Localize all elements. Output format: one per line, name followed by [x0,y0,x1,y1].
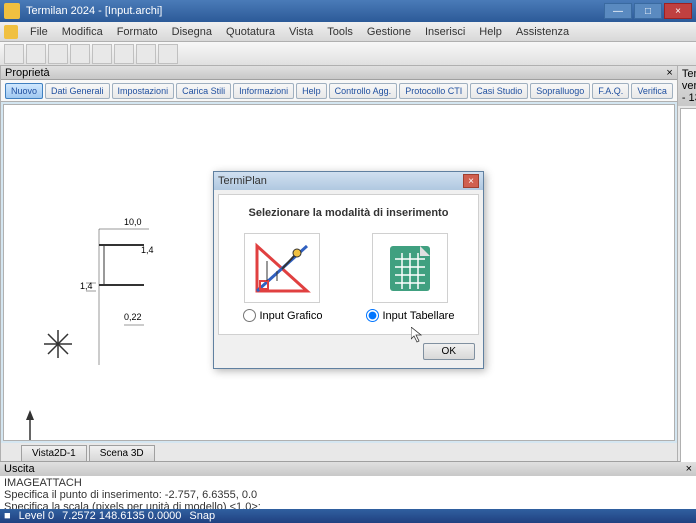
bottom-panel-title: Uscita × [0,462,696,476]
menubar: File Modifica Formato Disegna Quotatura … [0,22,696,42]
minimize-button[interactable]: — [604,3,632,19]
toolbar [0,42,696,66]
view-tabs: Vista2D-1 Scena 3D [1,443,677,461]
modal-options: Input Grafico [231,233,466,322]
modal-title-text: TermiPlan [218,175,463,187]
option-tabellare-image[interactable] [372,233,448,303]
toolbar-btn-1[interactable] [4,44,24,64]
ribbon-casi-studio[interactable]: Casi Studio [470,83,528,99]
option-tabellare: Input Tabellare [366,233,455,322]
radio-tabellare-label: Input Tabellare [383,310,455,322]
toolbar-btn-6[interactable] [114,44,134,64]
ribbon-sopralluogo[interactable]: Sopralluogo [530,83,590,99]
menubar-icon [4,25,18,39]
status-coords: 7.2572 148.6135 0.0000 [62,510,181,522]
modal-footer: OK [214,339,483,368]
toolbar-btn-2[interactable] [26,44,46,64]
ribbon-dati-generali[interactable]: Dati Generali [45,83,110,99]
toolbar-btn-3[interactable] [48,44,68,64]
menu-formato[interactable]: Formato [111,24,164,40]
menu-tools[interactable]: Tools [321,24,359,40]
titlebar: Termilan 2024 - [Input.archi] — □ × [0,0,696,22]
toolbar-btn-5[interactable] [92,44,112,64]
radio-tabellare[interactable]: Input Tabellare [366,309,455,322]
right-panel-title: TermiPlan ver. 2024 - 13.0.1 × [678,66,696,106]
output-line: IMAGEATTACH [4,477,692,489]
menu-disegna[interactable]: Disegna [166,24,218,40]
status-snap[interactable]: Snap [189,510,215,522]
dim-top: 10,0 [124,217,142,227]
menu-quotatura[interactable]: Quotatura [220,24,281,40]
right-panel-title-text: TermiPlan ver. 2024 - 13.0.1 [682,68,696,104]
ribbon-protocollo-cti[interactable]: Protocollo CTI [399,83,468,99]
toolbar-btn-7[interactable] [136,44,156,64]
output-line: Specifica la scala (pixels per unità di … [4,501,692,509]
close-button[interactable]: × [664,3,692,19]
ribbon-nuovo[interactable]: Nuovo [5,83,43,99]
radio-tabellare-input[interactable] [366,309,379,322]
statusbar: ■ Level 0 7.2572 148.6135 0.0000 Snap [0,509,696,523]
ribbon: Nuovo Dati Generali Impostazioni Carica … [1,80,677,102]
radio-grafico[interactable]: Input Grafico [243,309,323,322]
tab-scena3d[interactable]: Scena 3D [89,445,155,461]
dim-bottom: 0,22 [124,312,142,322]
tab-vista2d[interactable]: Vista2D-1 [21,445,87,461]
modal-body: Selezionare la modalità di inserimento [218,194,479,335]
menu-file[interactable]: File [24,24,54,40]
ribbon-faq[interactable]: F.A.Q. [592,83,629,99]
menu-help[interactable]: Help [473,24,508,40]
menu-modifica[interactable]: Modifica [56,24,109,40]
menu-assistenza[interactable]: Assistenza [510,24,575,40]
ribbon-carica-stili[interactable]: Carica Stili [176,83,231,99]
modal-close-button[interactable]: × [463,174,479,188]
properties-bar: Proprietà × [1,66,677,80]
maximize-button[interactable]: □ [634,3,662,19]
toolbar-btn-8[interactable] [158,44,178,64]
radio-grafico-input[interactable] [243,309,256,322]
menu-vista[interactable]: Vista [283,24,319,40]
modal-heading: Selezionare la modalità di inserimento [231,207,466,219]
radio-grafico-label: Input Grafico [260,310,323,322]
menu-inserisci[interactable]: Inserisci [419,24,471,40]
north-icon: N [20,410,40,441]
ribbon-controllo-agg[interactable]: Controllo Agg. [329,83,398,99]
properties-close[interactable]: × [666,67,672,79]
status-level[interactable]: Level 0 [19,510,54,522]
dim-left2: 1,4 [80,281,93,291]
window-controls: — □ × [604,3,692,19]
bottom-panel: Uscita × IMAGEATTACH Specifica il punto … [0,461,696,509]
bottom-panel-close[interactable]: × [686,463,692,475]
ribbon-impostazioni[interactable]: Impostazioni [112,83,175,99]
right-panel: TermiPlan ver. 2024 - 13.0.1 × [677,66,696,461]
ribbon-verifica[interactable]: Verifica [631,83,673,99]
modal-dialog: TermiPlan × Selezionare la modalità di i… [213,171,484,369]
menu-gestione[interactable]: Gestione [361,24,417,40]
properties-title: Proprietà [5,67,666,79]
command-output: IMAGEATTACH Specifica il punto di inseri… [0,476,696,509]
ok-button[interactable]: OK [423,343,475,360]
titlebar-text: Termilan 2024 - [Input.archi] [26,5,604,17]
dim-left1: 1,4 [141,245,154,255]
option-grafico: Input Grafico [243,233,323,322]
ribbon-help[interactable]: Help [296,83,327,99]
right-panel-body [680,108,696,487]
app-icon [4,3,20,19]
toolbar-btn-4[interactable] [70,44,90,64]
compass-icon [44,330,72,361]
ribbon-informazioni[interactable]: Informazioni [233,83,294,99]
option-grafico-image[interactable] [244,233,320,303]
bottom-panel-title-text: Uscita [4,463,686,475]
modal-titlebar: TermiPlan × [214,172,483,190]
status-layer-icon: ■ [4,510,11,522]
output-line: Specifica il punto di inserimento: -2.75… [4,489,692,501]
